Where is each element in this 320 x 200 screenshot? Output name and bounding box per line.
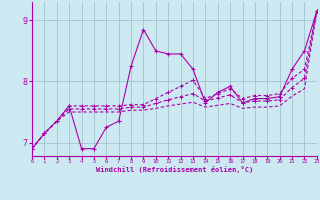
X-axis label: Windchill (Refroidissement éolien,°C): Windchill (Refroidissement éolien,°C) [96, 166, 253, 173]
